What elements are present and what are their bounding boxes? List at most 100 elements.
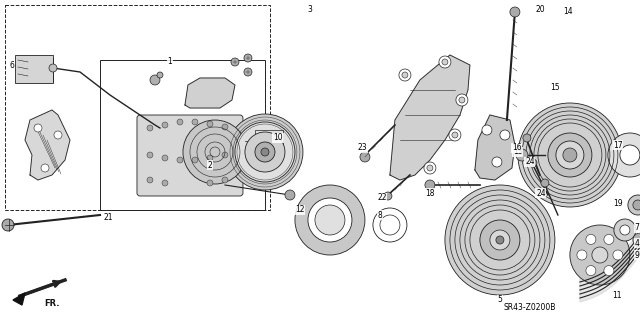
Polygon shape [390, 55, 470, 180]
Circle shape [563, 148, 577, 162]
Circle shape [608, 133, 640, 177]
Circle shape [492, 157, 502, 167]
Circle shape [613, 250, 623, 260]
Circle shape [480, 220, 520, 260]
Circle shape [424, 162, 436, 174]
Text: 12: 12 [295, 205, 305, 214]
Circle shape [449, 129, 461, 141]
Circle shape [295, 185, 365, 255]
FancyBboxPatch shape [137, 115, 243, 196]
Circle shape [402, 72, 408, 78]
Circle shape [192, 119, 198, 125]
Text: 3: 3 [307, 5, 312, 14]
Circle shape [34, 124, 42, 132]
Circle shape [633, 233, 640, 247]
Circle shape [518, 103, 622, 207]
Text: 4: 4 [634, 239, 639, 248]
Circle shape [490, 230, 510, 250]
Circle shape [222, 124, 228, 130]
Text: 8: 8 [378, 211, 382, 219]
Polygon shape [185, 78, 235, 108]
Circle shape [384, 192, 392, 200]
Bar [5, 5, 270, 210]
Circle shape [147, 177, 153, 183]
Circle shape [456, 94, 468, 106]
Circle shape [620, 145, 640, 165]
Circle shape [41, 164, 49, 172]
Text: 10: 10 [273, 133, 283, 143]
Circle shape [548, 133, 592, 177]
Circle shape [604, 266, 614, 276]
Circle shape [633, 200, 640, 210]
Circle shape [244, 54, 252, 62]
Circle shape [500, 130, 510, 140]
Circle shape [439, 56, 451, 68]
Text: 17: 17 [613, 140, 623, 150]
Polygon shape [25, 110, 70, 180]
Text: 13: 13 [513, 147, 523, 157]
Circle shape [177, 119, 183, 125]
Circle shape [570, 225, 630, 285]
Circle shape [586, 266, 596, 276]
Circle shape [147, 152, 153, 158]
Circle shape [592, 247, 608, 263]
Circle shape [183, 120, 247, 184]
Circle shape [523, 134, 531, 142]
Circle shape [245, 132, 285, 172]
Circle shape [586, 234, 596, 244]
Bar [15, 55, 53, 83]
Circle shape [516, 149, 528, 161]
Text: 20: 20 [535, 5, 545, 14]
Circle shape [510, 7, 520, 17]
Circle shape [222, 152, 228, 158]
Polygon shape [580, 231, 640, 302]
Circle shape [227, 114, 303, 190]
Circle shape [459, 97, 465, 103]
Circle shape [442, 59, 448, 65]
Circle shape [529, 159, 537, 167]
Circle shape [496, 236, 504, 244]
Text: 18: 18 [425, 189, 435, 197]
Text: 23: 23 [357, 144, 367, 152]
Text: 6: 6 [10, 61, 15, 70]
Bar [100, 60, 265, 210]
Circle shape [604, 234, 614, 244]
Circle shape [452, 132, 458, 138]
Circle shape [541, 179, 549, 187]
Text: 9: 9 [634, 250, 639, 259]
Circle shape [255, 142, 275, 162]
Circle shape [261, 148, 269, 156]
Circle shape [308, 198, 352, 242]
Text: 2: 2 [207, 160, 212, 169]
Circle shape [427, 165, 433, 171]
Circle shape [399, 69, 411, 81]
Polygon shape [475, 115, 515, 180]
Text: 19: 19 [613, 198, 623, 207]
Circle shape [285, 190, 295, 200]
Circle shape [231, 58, 239, 66]
Circle shape [235, 122, 295, 182]
Circle shape [162, 122, 168, 128]
Circle shape [157, 72, 163, 78]
Text: 24: 24 [536, 189, 546, 197]
Text: 14: 14 [563, 8, 573, 17]
Text: 15: 15 [550, 84, 560, 93]
Circle shape [445, 185, 555, 295]
Circle shape [49, 64, 57, 72]
Circle shape [177, 157, 183, 163]
Circle shape [315, 205, 345, 235]
Circle shape [54, 131, 62, 139]
Circle shape [150, 75, 160, 85]
Text: 21: 21 [103, 213, 113, 222]
Circle shape [628, 195, 640, 215]
Bar [255, 130, 283, 152]
Circle shape [577, 250, 587, 260]
Circle shape [162, 180, 168, 186]
Text: 1: 1 [168, 57, 172, 66]
Text: 11: 11 [612, 291, 621, 300]
Circle shape [2, 219, 14, 231]
Text: 16: 16 [512, 144, 522, 152]
Text: FR.: FR. [44, 300, 60, 308]
Circle shape [614, 219, 636, 241]
Circle shape [147, 125, 153, 131]
